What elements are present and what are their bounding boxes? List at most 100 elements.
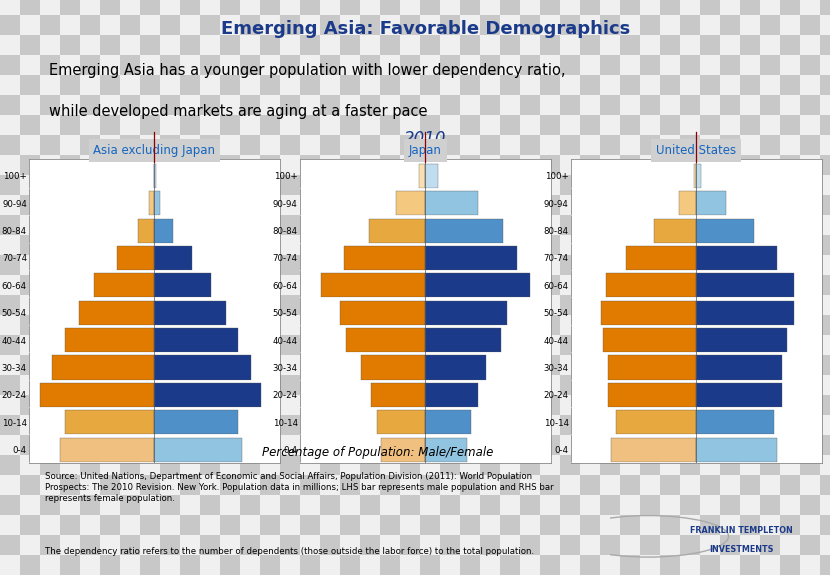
Bar (380, 175, 400, 195)
Bar (60, 175, 80, 195)
Bar (480, 75, 500, 95)
Bar (360, 495, 380, 515)
Bar (740, 175, 760, 195)
Bar (100, 375, 120, 395)
Bar (560, 435, 580, 455)
Bar (0, 175, 20, 195)
Bar (340, 555, 360, 575)
Bar (700, 435, 720, 455)
Bar (100, 95, 120, 115)
Bar (80, 335, 100, 355)
Bar (480, 515, 500, 535)
Bar (600, 435, 620, 455)
Bar (500, 275, 520, 295)
Bar (460, 495, 480, 515)
Bar (60, 555, 80, 575)
Bar (340, 95, 360, 115)
Bar (400, 335, 420, 355)
Bar (520, 295, 540, 315)
Bar (520, 155, 540, 175)
Bar (580, 95, 600, 115)
Bar (200, 135, 220, 155)
Bar (340, 455, 360, 475)
Bar (80, 15, 100, 35)
Bar (140, 335, 160, 355)
Bar (300, 135, 320, 155)
Bar (120, 195, 140, 215)
Bar (100, 35, 120, 55)
Bar (60, 535, 80, 555)
Bar (640, 415, 660, 435)
Bar (820, 315, 830, 335)
Bar (380, 395, 400, 415)
Bar (160, 275, 180, 295)
Bar (800, 15, 820, 35)
Bar (740, 375, 760, 395)
Bar (180, 75, 200, 95)
Bar (160, 375, 180, 395)
Bar (380, 375, 400, 395)
Bar (694, 164, 696, 188)
Bar (280, 435, 300, 455)
Bar (580, 135, 600, 155)
Bar (20, 315, 40, 335)
Bar (20, 535, 40, 555)
Bar (280, 335, 300, 355)
Bar (480, 275, 500, 295)
Bar (371, 383, 426, 407)
Bar (100, 475, 120, 495)
Bar (380, 135, 400, 155)
Bar (800, 275, 820, 295)
Bar (20, 115, 40, 135)
Bar (40, 75, 60, 95)
Bar (100, 415, 120, 435)
Bar (580, 295, 600, 315)
Bar (140, 415, 160, 435)
Bar (180, 415, 200, 435)
Bar (680, 0, 700, 15)
Bar (780, 175, 800, 195)
Bar (60, 315, 80, 335)
Bar (426, 246, 517, 270)
Bar (760, 335, 780, 355)
Bar (780, 455, 800, 475)
Bar (480, 355, 500, 375)
Bar (320, 355, 340, 375)
Bar (300, 495, 320, 515)
Bar (800, 535, 820, 555)
Bar (220, 275, 240, 295)
Bar (720, 375, 740, 395)
Bar (360, 275, 380, 295)
Bar (760, 95, 780, 115)
Bar (320, 415, 340, 435)
Bar (80, 155, 100, 175)
Bar (240, 395, 260, 415)
Bar (180, 155, 200, 175)
Bar (580, 275, 600, 295)
Bar (160, 355, 180, 375)
Bar (580, 335, 600, 355)
Bar (200, 0, 220, 15)
Bar (680, 255, 700, 275)
Bar (480, 255, 500, 275)
Bar (560, 355, 580, 375)
Bar (680, 135, 700, 155)
Bar (80, 235, 100, 255)
Bar (160, 435, 180, 455)
Bar (560, 295, 580, 315)
Bar (40, 295, 60, 315)
Bar (480, 375, 500, 395)
Bar (660, 255, 680, 275)
Bar (80, 295, 100, 315)
Bar (700, 0, 720, 15)
Bar (680, 75, 700, 95)
Bar (280, 475, 300, 495)
Bar (611, 438, 696, 462)
Bar (220, 35, 240, 55)
Bar (760, 155, 780, 175)
Bar (380, 435, 400, 455)
Bar (0, 275, 20, 295)
Bar (500, 135, 520, 155)
Bar (680, 55, 700, 75)
Bar (200, 235, 220, 255)
